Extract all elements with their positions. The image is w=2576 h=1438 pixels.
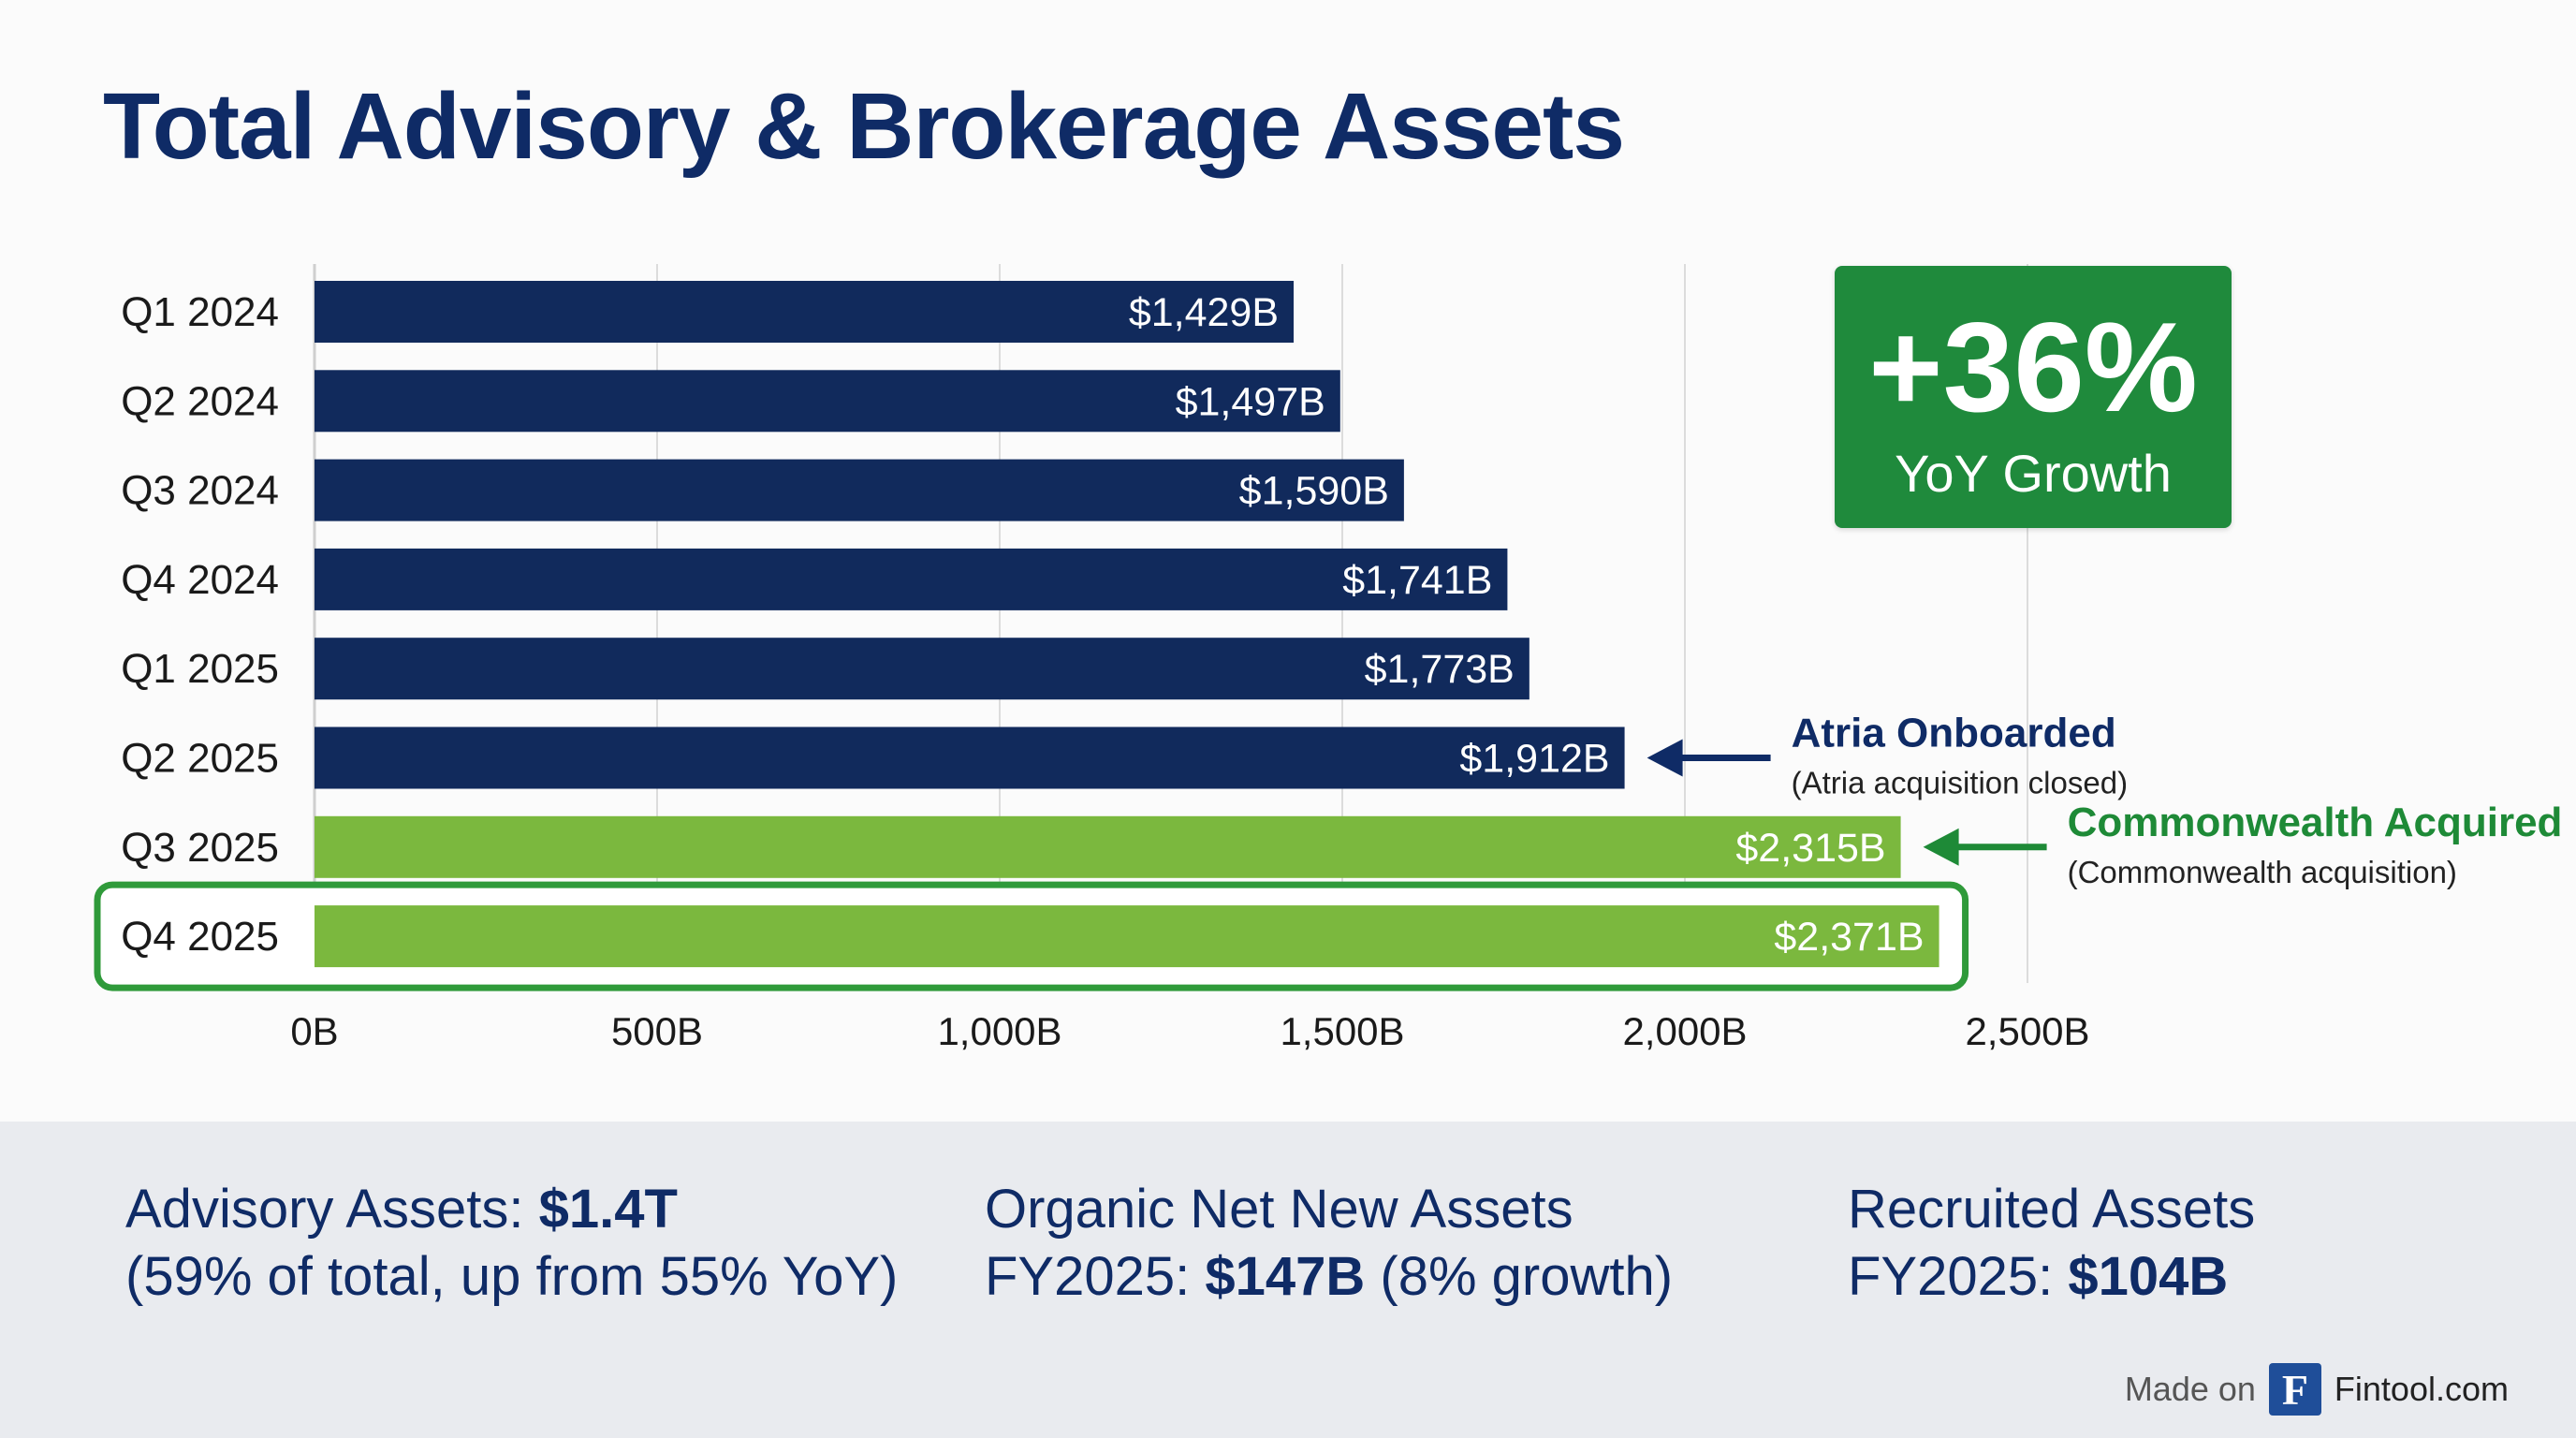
stat-label: Recruited Assets bbox=[1848, 1179, 2256, 1240]
stat-value: $147B bbox=[1205, 1246, 1366, 1307]
category-label: Q3 2024 bbox=[121, 468, 279, 514]
annotation-subtitle: (Atria acquisition closed) bbox=[1792, 766, 2129, 800]
stat-detail: (8% growth) bbox=[1365, 1246, 1674, 1307]
bar bbox=[315, 548, 1508, 610]
x-tick-label: 1,000B bbox=[937, 1009, 1061, 1053]
bar-value-label: $1,590B bbox=[1239, 469, 1389, 514]
made-on-text: Made on bbox=[2124, 1370, 2256, 1408]
bar-value-label: $1,497B bbox=[1176, 379, 1325, 424]
stat-period: FY2025: bbox=[1848, 1246, 2069, 1307]
stat-advisory-assets: Advisory Assets: $1.4T (59% of total, up… bbox=[125, 1176, 898, 1311]
stat-value: $104B bbox=[2068, 1246, 2229, 1307]
stat-label: Advisory Assets: bbox=[125, 1179, 539, 1240]
growth-badge: +36% YoY Growth bbox=[1835, 266, 2232, 528]
bar bbox=[315, 459, 1404, 521]
fintool-logo-icon: F bbox=[2268, 1363, 2321, 1416]
bar-value-label: $1,741B bbox=[1342, 558, 1492, 603]
growth-value: +36% bbox=[1868, 296, 2198, 438]
bar-value-label: $1,429B bbox=[1129, 290, 1279, 335]
x-tick-label: 0B bbox=[290, 1009, 338, 1053]
stat-period: FY2025: bbox=[985, 1246, 1206, 1307]
category-label: Q4 2025 bbox=[121, 914, 279, 960]
made-on-fintool-link[interactable]: Made on F Fintool.com bbox=[2125, 1363, 2509, 1416]
bar-value-label: $1,912B bbox=[1459, 737, 1609, 782]
category-label: Q2 2024 bbox=[121, 378, 279, 424]
stat-detail: (59% of total, up from 55% YoY) bbox=[125, 1246, 899, 1307]
annotation-arrowhead bbox=[1647, 739, 1683, 777]
bar-chart: $1,429B $1,497B $1,590B $1,741B $1,773B $1,91… bbox=[94, 264, 2563, 1053]
stat-value: $1.4T bbox=[538, 1179, 678, 1240]
chart-title: Total Advisory & Brokerage Assets bbox=[103, 74, 1625, 179]
category-label: Q1 2025 bbox=[121, 646, 279, 692]
annotation: Commonwealth Acquired (Commonwealth acqui… bbox=[1923, 800, 2563, 889]
annotation: Atria Onboarded (Atria acquisition closed… bbox=[1647, 711, 2129, 800]
annotation-arrowhead bbox=[1923, 828, 1959, 866]
category-label: Q3 2025 bbox=[121, 825, 279, 871]
annotations: Atria Onboarded (Atria acquisition closed… bbox=[1647, 711, 2563, 889]
bar bbox=[315, 726, 1625, 789]
x-tick-label: 2,000B bbox=[1622, 1009, 1747, 1053]
fintool-brand: Fintool.com bbox=[2334, 1370, 2509, 1408]
x-tick-label: 500B bbox=[611, 1009, 703, 1053]
stat-recruited-assets: Recruited Assets FY2025: $104B bbox=[1848, 1176, 2255, 1311]
key-stats-panel: Advisory Assets: $1.4T (59% of total, up… bbox=[0, 1122, 2576, 1438]
category-labels: Q1 2024 Q2 2024 Q3 2024 Q4 2024 Q1 2025 Q2 20… bbox=[121, 289, 279, 960]
bars: $1,429B $1,497B $1,590B $1,741B $1,773B $1,91… bbox=[315, 281, 1939, 968]
bar bbox=[315, 638, 1530, 700]
bar bbox=[315, 370, 1340, 433]
growth-label: YoY Growth bbox=[1895, 444, 2172, 503]
bar bbox=[315, 281, 1295, 343]
category-label: Q4 2024 bbox=[121, 557, 279, 603]
annotation-title: Atria Onboarded bbox=[1792, 711, 2116, 756]
category-label: Q1 2024 bbox=[121, 289, 279, 335]
bar bbox=[315, 815, 1901, 878]
bar-value-label: $1,773B bbox=[1365, 647, 1515, 692]
annotation-title: Commonwealth Acquired bbox=[2068, 800, 2563, 845]
x-tick-label: 1,500B bbox=[1280, 1009, 1404, 1053]
stat-label: Organic Net New Assets bbox=[985, 1179, 1573, 1240]
bar-value-label: $2,315B bbox=[1735, 826, 1885, 871]
category-label: Q2 2025 bbox=[121, 736, 279, 782]
bar-value-label: $2,371B bbox=[1774, 915, 1924, 960]
x-tick-label: 2,500B bbox=[1965, 1009, 2089, 1053]
annotation-subtitle: (Commonwealth acquisition) bbox=[2068, 855, 2457, 889]
stat-organic-net-new-assets: Organic Net New Assets FY2025: $147B (8%… bbox=[985, 1176, 1673, 1311]
x-axis-labels: 0B 500B 1,000B 1,500B 2,000B 2,500B bbox=[290, 1009, 2089, 1053]
bar bbox=[315, 905, 1939, 968]
